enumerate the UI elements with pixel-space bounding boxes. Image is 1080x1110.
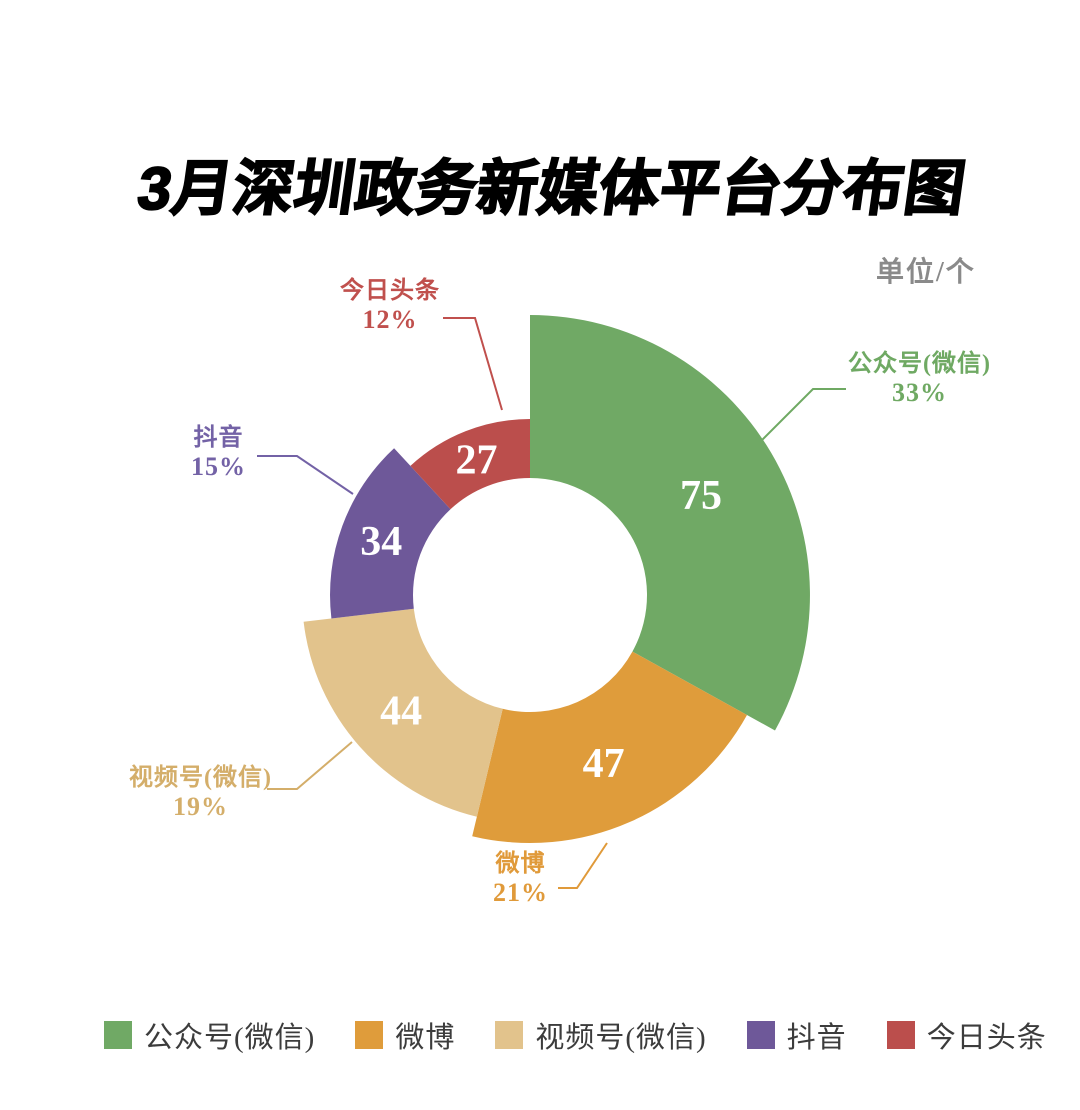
callout-label: 公众号(微信) (848, 351, 991, 377)
callout-percent: 15% (191, 452, 246, 482)
legend-item-toutiao: 今日头条 (886, 1014, 1047, 1056)
callout-label: 今日头条 (340, 278, 440, 304)
callout-label: 抖音 (193, 425, 244, 451)
legend-item-gongzhonghao: 公众号(微信) (104, 1014, 315, 1056)
legend-label: 微博 (395, 1022, 456, 1054)
callout-leader-line (558, 842, 608, 889)
callout-percent: 33% (892, 378, 947, 408)
legend-swatch-icon (495, 1021, 524, 1049)
callout-percent: 19% (173, 792, 228, 822)
pie-slice-3 (330, 448, 451, 619)
legend: 公众号(微信) 微博 视频号(微信) 抖音 今日头条 (104, 1014, 1047, 1056)
legend-item-shipinhao: 视频号(微信) (495, 1014, 706, 1056)
pie-slice-4 (410, 419, 530, 510)
callout-label: 微博 (495, 851, 546, 877)
callout-weibo: 微博 21% (448, 850, 593, 909)
value-label-shipinhao: 44 (380, 689, 422, 735)
pie-slice-2 (303, 608, 503, 817)
value-label-weibo: 47 (583, 741, 625, 787)
callout-leader-line (761, 388, 846, 441)
value-label-gongzhonghao: 75 (680, 473, 722, 519)
callout-leader-line (443, 317, 503, 411)
callout-shipinhao: 视频号(微信) 19% (88, 764, 313, 823)
callout-gongzhonghao: 公众号(微信) 33% (812, 350, 1027, 409)
pie-slice-0 (530, 315, 810, 731)
callout-douyin: 抖音 15% (146, 424, 291, 483)
legend-label: 视频号(微信) (535, 1022, 707, 1054)
unit-label: 单位/个 (876, 257, 976, 288)
pie-slice-1 (472, 651, 747, 844)
legend-label: 抖音 (786, 1022, 847, 1054)
legend-swatch-icon (746, 1021, 775, 1049)
callout-label: 视频号(微信) (129, 765, 272, 791)
legend-item-weibo: 微博 (355, 1014, 455, 1056)
legend-swatch-icon (355, 1021, 384, 1049)
legend-item-douyin: 抖音 (746, 1014, 847, 1056)
callout-leader-line (257, 455, 354, 495)
legend-label: 公众号(微信) (144, 1022, 316, 1054)
value-label-toutiao: 27 (456, 438, 498, 484)
callout-percent: 21% (493, 878, 548, 908)
callout-toutiao: 今日头条 12% (310, 277, 470, 336)
legend-swatch-icon (104, 1021, 132, 1049)
legend-swatch-icon (886, 1021, 915, 1049)
legend-label: 今日头条 (926, 1022, 1047, 1054)
callout-leader-line (267, 741, 353, 790)
value-label-douyin: 34 (360, 519, 402, 565)
callout-percent: 12% (362, 305, 418, 335)
